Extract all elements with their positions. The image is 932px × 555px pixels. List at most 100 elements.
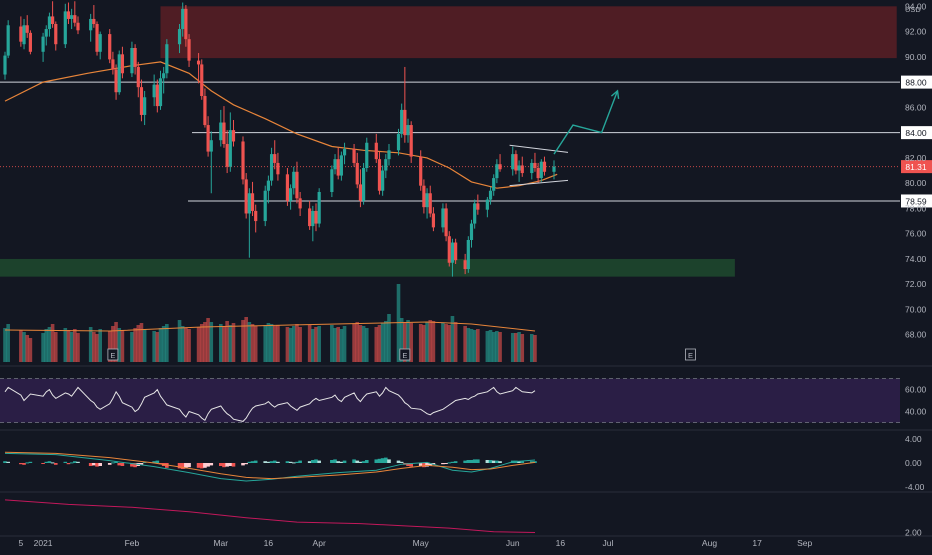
volume-bar <box>247 322 252 362</box>
candle-down <box>241 141 245 180</box>
level-tag <box>901 75 932 89</box>
level-tag-label: 78.59 <box>905 196 927 206</box>
candle-up <box>289 188 293 201</box>
volume-bar <box>298 327 302 362</box>
drawings <box>509 89 620 187</box>
volume-bar <box>161 326 166 362</box>
volume-bar <box>450 316 455 362</box>
candle-up <box>63 11 67 45</box>
candle-up <box>292 171 296 189</box>
volume-bar <box>361 326 366 362</box>
macd-histogram-bar <box>307 461 312 463</box>
volume-bar <box>88 327 93 362</box>
volume-bar <box>244 317 248 362</box>
support-zone <box>0 258 735 277</box>
candle-up <box>228 130 232 167</box>
volume-bar <box>311 329 315 362</box>
price-axis: 88.00 84.00 78.59 81.31 68.00 70.00 72.00 74.00… <box>901 1 932 538</box>
macd-histogram-bar <box>352 459 356 463</box>
volume-bar <box>485 331 490 362</box>
volume-bar <box>453 322 458 362</box>
volume-bar <box>428 320 433 362</box>
volume-bar <box>136 325 141 362</box>
volume-bar <box>199 324 204 362</box>
macd-histogram-bar <box>469 460 474 463</box>
candle-up <box>492 178 496 191</box>
price-tick-label: 90.00 <box>905 52 927 62</box>
volume-bar <box>241 320 245 362</box>
macd-histogram-bar <box>241 463 245 466</box>
volume-bar <box>95 334 99 362</box>
macd-histogram-bar <box>444 463 448 464</box>
price-tick-label: 86.00 <box>905 102 927 112</box>
macd-histogram-bar <box>111 462 115 464</box>
macd-histogram-bar <box>22 463 26 465</box>
candle-down <box>19 26 23 42</box>
macd-histogram-bar <box>276 461 280 463</box>
volume-bar <box>114 322 118 362</box>
level-tag-label: 88.00 <box>905 78 927 88</box>
macd-histogram-bar <box>41 463 45 464</box>
candle-down <box>25 25 29 33</box>
macd-histogram-bar <box>485 460 490 463</box>
volume-bar <box>66 330 71 362</box>
candle-down <box>314 210 318 224</box>
volume-bar <box>418 324 423 362</box>
macd-histogram-bar <box>288 461 293 463</box>
time-tick-label: Apr <box>313 538 326 548</box>
candle-up <box>152 84 156 98</box>
candle-down <box>409 125 413 157</box>
candle-up <box>98 34 102 52</box>
macd-histogram-bar <box>374 459 379 463</box>
volume-bar <box>6 324 10 362</box>
macd-histogram-bar <box>520 461 525 463</box>
candle-down <box>498 164 502 170</box>
candle-down <box>285 174 290 201</box>
candle-down <box>377 159 382 191</box>
candle-up <box>406 125 410 136</box>
candle-down <box>203 96 207 126</box>
time-tick-label: May <box>413 538 430 548</box>
candle-up <box>365 142 369 168</box>
rsi-line <box>4 386 536 422</box>
resistance-zone <box>160 6 897 59</box>
macd-tick-label: 0.00 <box>905 458 922 468</box>
volume-bar <box>187 329 191 362</box>
volume-bar <box>409 323 413 362</box>
time-tick-label: Aug <box>702 538 717 548</box>
volume-bar <box>358 325 363 362</box>
volume-bar <box>69 332 74 362</box>
volume-bar <box>529 334 534 362</box>
candle-up <box>425 193 429 208</box>
volume-bar <box>472 330 477 362</box>
volume-bar <box>250 324 255 362</box>
earnings-marker <box>107 348 119 361</box>
price-tick-label: 92.00 <box>905 27 927 37</box>
macd-histogram-bar <box>285 461 290 463</box>
macd-histogram-bar <box>317 460 321 463</box>
volume-bar <box>203 322 207 362</box>
macd-histogram-bar <box>120 463 125 466</box>
candle-down <box>298 198 302 209</box>
volume-bar <box>339 329 344 362</box>
macd-histogram-bar <box>291 462 296 464</box>
candle-up <box>342 149 347 156</box>
volume-bar <box>218 324 223 362</box>
candle-down <box>54 24 58 45</box>
rsi-tick-label: 60.00 <box>905 385 927 395</box>
macd-histogram-bar <box>447 462 452 464</box>
volume-bar <box>384 321 388 362</box>
macd-histogram-bar <box>295 461 299 463</box>
volume-bar <box>269 324 274 362</box>
volume-bar <box>336 327 341 362</box>
candle-up <box>22 25 26 45</box>
candle-up <box>3 55 7 75</box>
macd-histogram-bar <box>380 458 385 463</box>
candle-down <box>533 162 537 168</box>
candle-up <box>158 78 163 107</box>
candle-up <box>469 223 474 240</box>
volume-bar <box>184 328 188 362</box>
candle-up <box>539 161 543 179</box>
volume-bar <box>206 318 210 362</box>
